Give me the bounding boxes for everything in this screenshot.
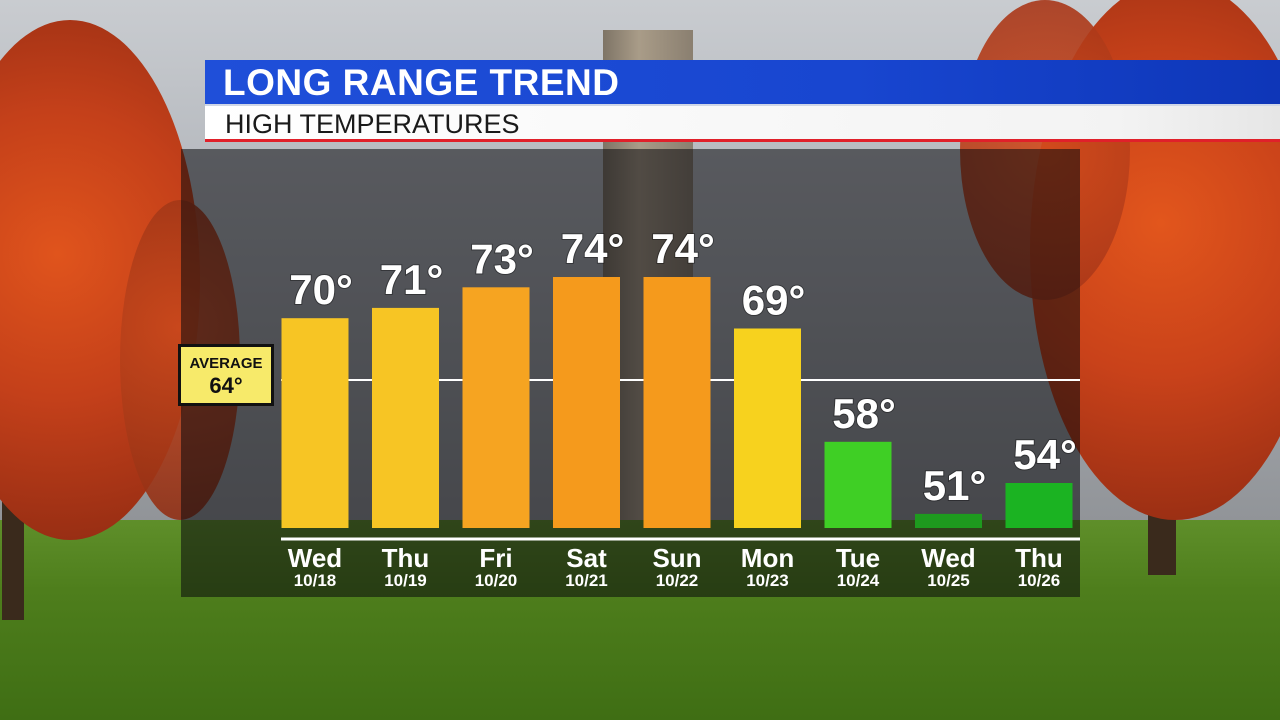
bar-value-label-9: 54° xyxy=(1013,431,1077,478)
bar-2 xyxy=(372,307,439,528)
bar-chart: 70°Wed10/1871°Thu10/1973°Fri10/2074°Sat1… xyxy=(281,224,1080,590)
bar-1 xyxy=(281,318,349,528)
average-badge: AVERAGE 64° xyxy=(178,344,274,406)
day-label-5: Sun xyxy=(652,543,701,573)
chart-panel: 70° Wed 10/18 71° Thu 10/19 73° Fri 10/20 74° Sat 1… xyxy=(181,149,1080,597)
day-label-3: Fri xyxy=(479,543,512,573)
bar-8 xyxy=(915,513,982,528)
average-label: AVERAGE xyxy=(189,355,263,372)
day-label-2: Thu xyxy=(382,543,430,573)
bar-7 xyxy=(824,441,892,528)
bar-value-label-2: 71° xyxy=(380,256,444,303)
day-label-7: Tue xyxy=(836,543,880,573)
page-subtitle: HIGH TEMPERATURES xyxy=(225,109,520,139)
bar-value-label-7: 58° xyxy=(832,390,896,437)
average-value: 64° xyxy=(209,373,243,398)
day-label-6: Mon xyxy=(741,543,794,573)
bar-value-label-3: 73° xyxy=(470,235,534,282)
day-label-9: Thu xyxy=(1015,543,1063,573)
date-label-4: 10/21 xyxy=(565,571,608,590)
subtitle-accent-rule xyxy=(205,139,1280,142)
bar-6 xyxy=(734,328,801,528)
date-label-9: 10/26 xyxy=(1018,571,1061,590)
bar-value-label-5: 74° xyxy=(651,225,715,272)
day-label-1: Wed xyxy=(288,543,342,573)
bar-3 xyxy=(462,287,530,528)
date-label-3: 10/20 xyxy=(475,571,518,590)
bar-value-label-8: 51° xyxy=(923,462,987,509)
day-label-4: Sat xyxy=(566,543,607,573)
bar-9 xyxy=(1005,483,1073,528)
title-banner: LONG RANGE TREND xyxy=(205,60,1280,106)
date-label-7: 10/24 xyxy=(837,571,880,590)
bar-5 xyxy=(643,277,711,528)
date-label-8: 10/25 xyxy=(927,571,970,590)
bar-value-label-1: 70° xyxy=(289,266,353,313)
bar-4 xyxy=(553,277,620,528)
bar-value-label-4: 74° xyxy=(561,225,625,272)
bar-value-label-6: 69° xyxy=(742,277,806,324)
date-label-2: 10/19 xyxy=(384,571,427,590)
date-label-6: 10/23 xyxy=(746,571,789,590)
subtitle-banner: HIGH TEMPERATURES xyxy=(205,106,1280,140)
page-title: LONG RANGE TREND xyxy=(223,62,620,103)
date-label-1: 10/18 xyxy=(294,571,337,590)
day-label-8: Wed xyxy=(921,543,975,573)
date-label-5: 10/22 xyxy=(656,571,699,590)
